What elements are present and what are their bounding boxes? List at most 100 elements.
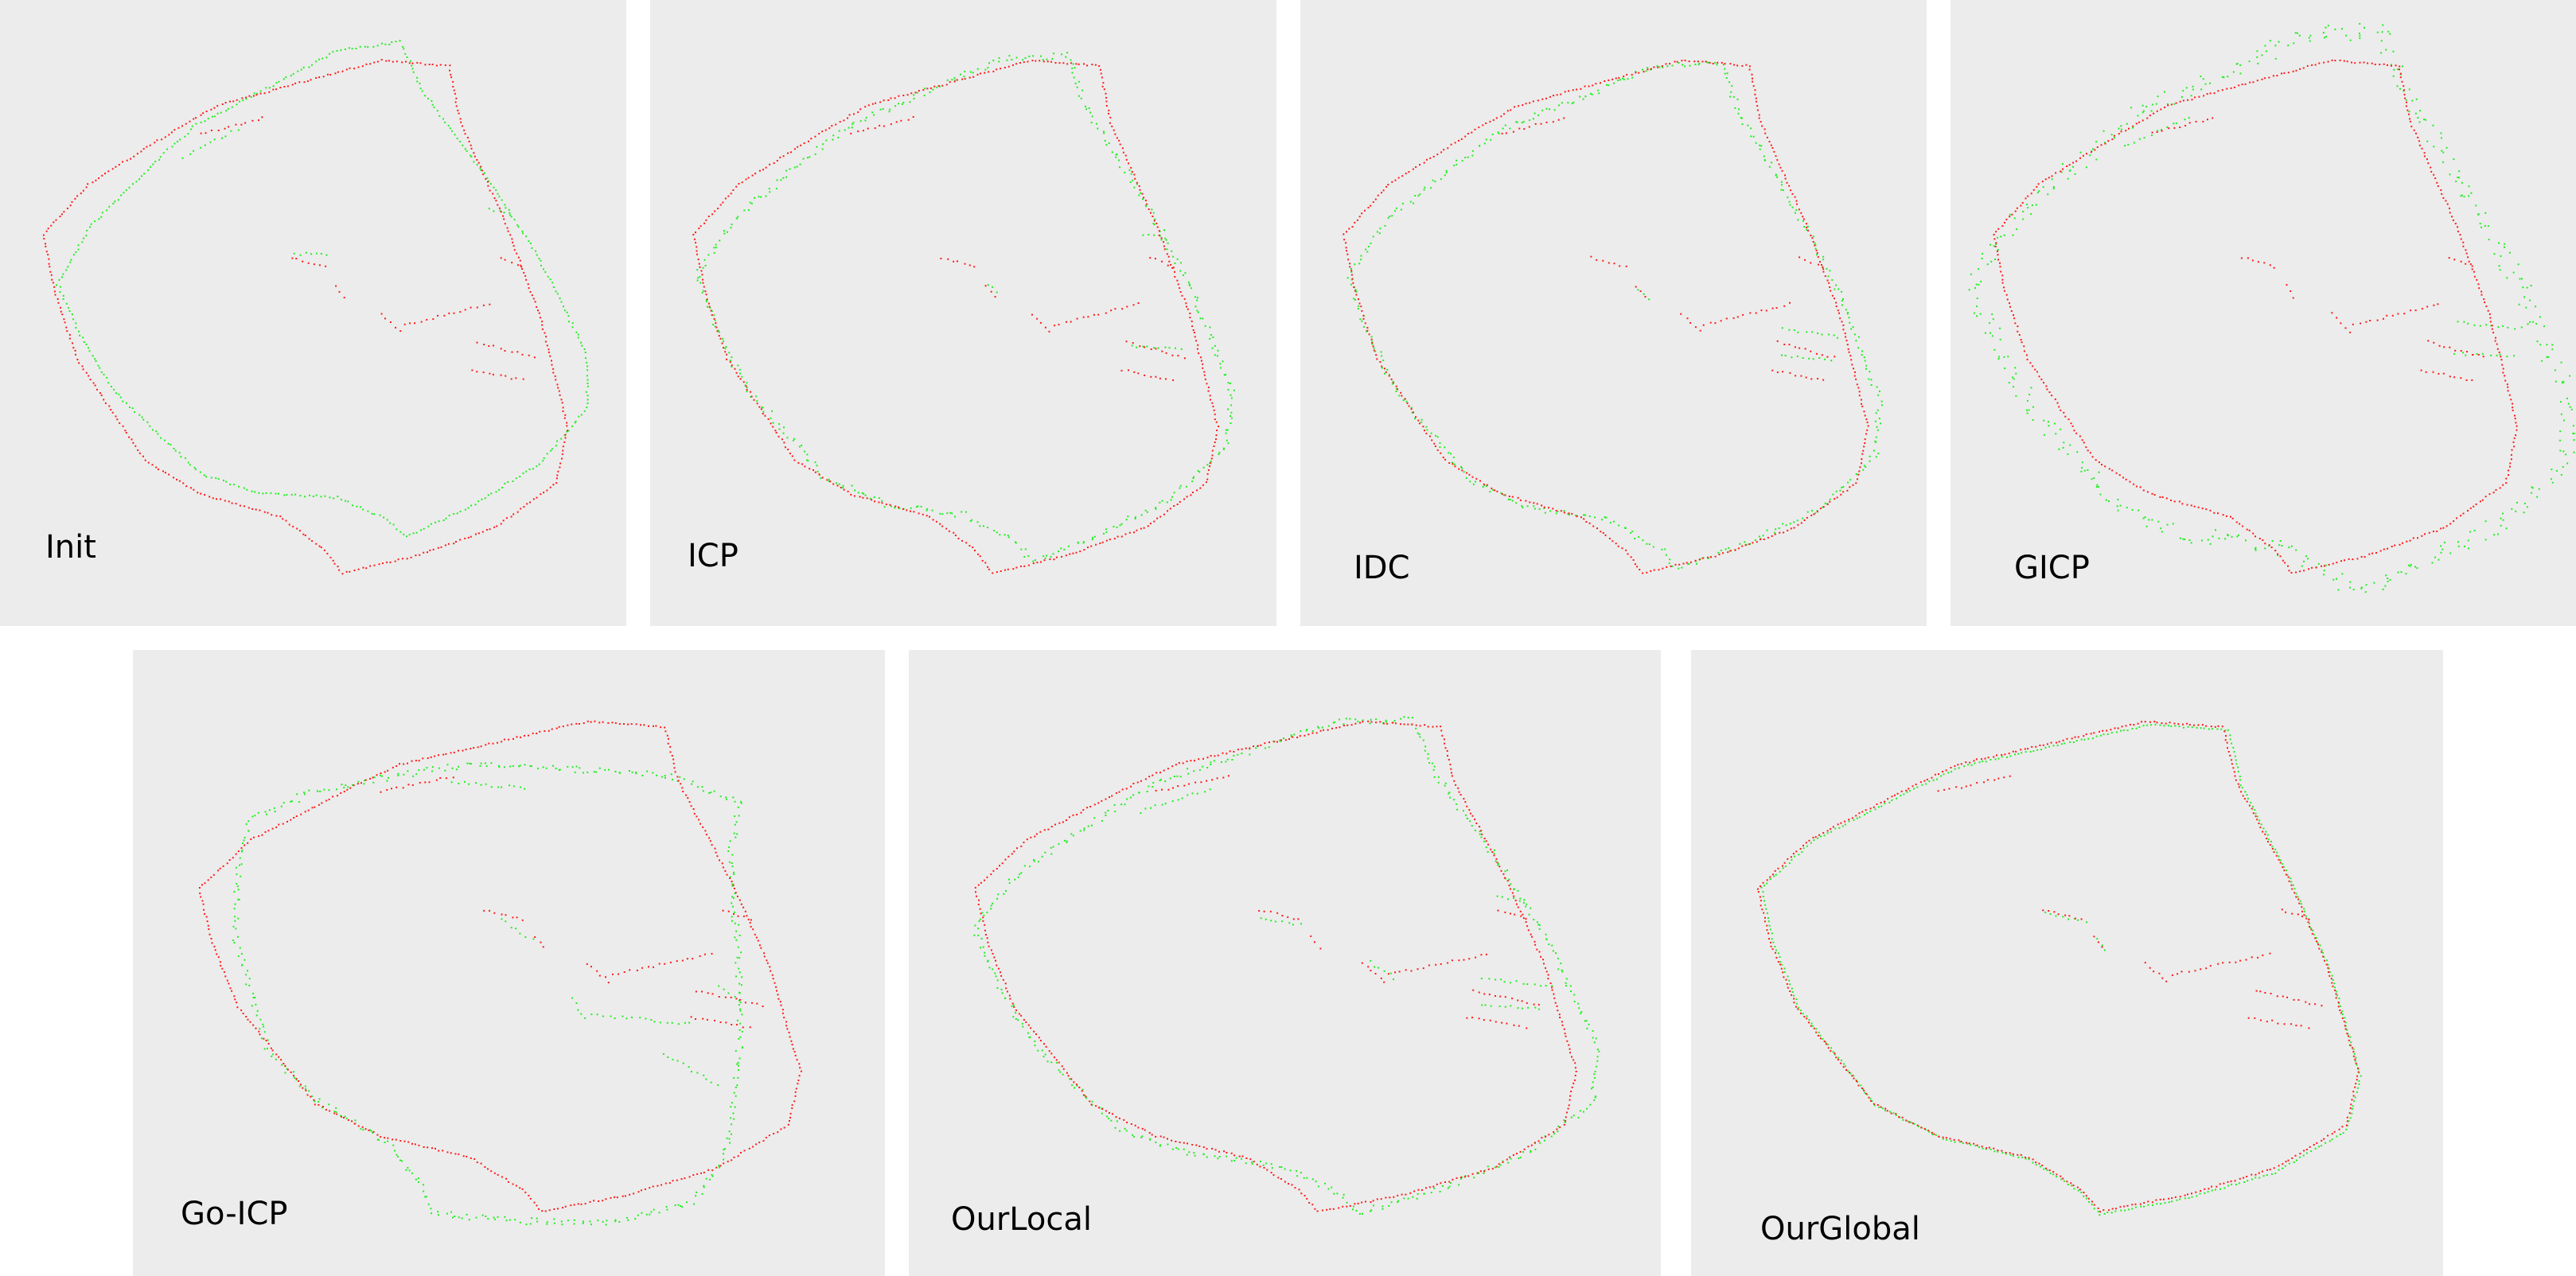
target-point: [890, 123, 892, 126]
target-point: [900, 119, 902, 122]
source-point: [2443, 541, 2445, 543]
target-point: [1492, 119, 1495, 121]
target-point: [2197, 506, 2200, 508]
target-point: [221, 967, 224, 970]
target-point: [1119, 143, 1121, 146]
source-point: [248, 984, 251, 986]
target-point: [676, 960, 678, 963]
target-point: [629, 969, 631, 971]
target-point: [2256, 80, 2258, 82]
target-point: [322, 1106, 324, 1108]
source-point: [1598, 1050, 1600, 1052]
source-point: [1606, 84, 1608, 86]
source-point: [740, 984, 742, 986]
source-point: [1365, 248, 1367, 251]
source-point: [459, 141, 462, 142]
source-point: [504, 204, 506, 206]
source-point: [1027, 1032, 1030, 1034]
target-point: [763, 955, 766, 958]
target-point: [205, 111, 208, 112]
source-point: [2301, 565, 2303, 567]
target-point: [1058, 324, 1060, 325]
target-point: [476, 371, 478, 373]
source-point: [1582, 98, 1584, 100]
source-point: [550, 449, 552, 452]
target-point: [751, 174, 754, 177]
target-point: [245, 1016, 247, 1017]
source-point: [1499, 1164, 1502, 1166]
target-point: [337, 566, 339, 568]
target-point: [1343, 233, 1345, 235]
source-point: [1487, 1165, 1489, 1168]
target-point: [1121, 308, 1124, 310]
source-point: [263, 1031, 266, 1033]
source-point: [772, 422, 774, 424]
source-point: [191, 125, 193, 127]
source-point: [2264, 45, 2266, 47]
target-point: [1120, 369, 1123, 372]
target-point: [753, 399, 755, 401]
target-point: [1183, 498, 1185, 500]
target-point: [1206, 383, 1208, 385]
source-point: [507, 480, 509, 483]
source-point: [2337, 589, 2340, 591]
target-point: [798, 1075, 801, 1077]
source-point: [1065, 56, 1067, 58]
target-point: [369, 63, 372, 65]
target-point: [721, 862, 723, 865]
source-point: [1741, 123, 1744, 126]
target-point: [524, 1191, 527, 1193]
source-point: [782, 177, 785, 179]
target-point: [894, 97, 896, 99]
source-point: [446, 764, 449, 766]
source-point: [1507, 898, 1510, 901]
target-point: [407, 762, 408, 764]
target-point: [54, 294, 57, 296]
source-point: [1580, 1012, 1582, 1014]
target-point: [49, 270, 52, 273]
source-point: [2004, 367, 2006, 369]
target-point: [151, 464, 154, 466]
source-point: [1689, 64, 1691, 67]
target-point: [418, 1144, 420, 1146]
source-point: [1370, 242, 1372, 244]
source-point: [1508, 878, 1510, 881]
target-point: [232, 100, 235, 103]
source-point: [1403, 1197, 1405, 1200]
target-point: [347, 1119, 349, 1121]
target-point: [288, 523, 290, 526]
target-point: [1150, 212, 1152, 214]
source-point: [1260, 1161, 1261, 1162]
source-point: [254, 815, 256, 817]
source-point: [174, 449, 177, 452]
source-point: [1146, 345, 1148, 348]
source-point: [1311, 1178, 1314, 1181]
source-point: [1241, 753, 1243, 754]
source-point: [1116, 1120, 1118, 1122]
source-point: [1623, 527, 1626, 529]
target-point: [290, 819, 292, 821]
source-point: [2457, 177, 2459, 178]
target-point: [2104, 142, 2106, 145]
source-point: [98, 218, 100, 220]
source-point: [999, 534, 1001, 536]
target-point: [2125, 130, 2127, 132]
target-point: [343, 1117, 345, 1118]
source-point: [1490, 1005, 1492, 1007]
source-point: [1720, 549, 1722, 551]
target-point: [528, 354, 530, 356]
target-point: [240, 1009, 243, 1011]
target-point: [1464, 135, 1467, 138]
target-point: [64, 321, 66, 324]
source-point: [2145, 106, 2148, 107]
target-point: [306, 80, 309, 83]
source-point: [1173, 492, 1175, 494]
target-point: [364, 779, 367, 781]
source-point: [1444, 174, 1446, 177]
target-point: [2020, 204, 2022, 207]
target-point: [914, 91, 917, 94]
target-point: [2274, 550, 2277, 552]
target-point: [2037, 183, 2040, 185]
target-point: [2217, 512, 2219, 515]
source-point: [898, 103, 900, 105]
